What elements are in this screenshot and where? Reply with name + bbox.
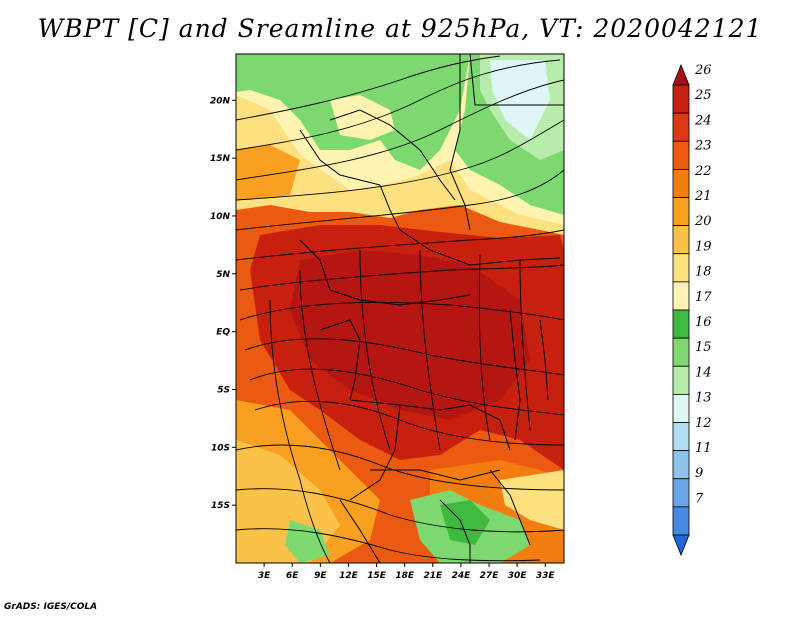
x-tick-label: 33E bbox=[536, 571, 556, 581]
colorbar-label: 21 bbox=[694, 189, 712, 204]
colorbar-label: 26 bbox=[694, 63, 712, 78]
colorbar-label: 23 bbox=[694, 139, 712, 154]
colorbar-label: 16 bbox=[695, 315, 712, 330]
colorbar-label: 14 bbox=[695, 365, 712, 380]
streamlines bbox=[236, 55, 564, 563]
colorbar-label: 12 bbox=[695, 416, 712, 431]
region-wbpt-18-patch bbox=[330, 95, 395, 140]
y-axis: 20N 15N 10N 5N EQ 5S 10S 15S bbox=[210, 96, 236, 511]
colorbar-swatch bbox=[672, 281, 690, 311]
x-tick-label: 21E bbox=[423, 571, 443, 581]
region-wbpt-26 bbox=[290, 250, 530, 420]
colorbar-swatch bbox=[672, 365, 690, 395]
region-wbpt-19-se bbox=[500, 470, 564, 530]
colorbar-swatch bbox=[672, 168, 690, 198]
x-tick-label: 3E bbox=[258, 571, 271, 581]
y-tick-label: EQ bbox=[216, 328, 230, 338]
x-tick-label: 30E bbox=[508, 571, 528, 581]
colorbar-swatch bbox=[672, 506, 690, 536]
region-wbpt-14 bbox=[490, 60, 550, 140]
colorbar-swatch bbox=[672, 112, 690, 142]
y-tick-label: 15N bbox=[210, 154, 231, 164]
colorbar-swatch bbox=[672, 393, 690, 423]
region-wbpt-21 bbox=[236, 145, 300, 200]
y-tick-label: 10S bbox=[211, 443, 230, 453]
colorbar-swatch bbox=[672, 253, 690, 283]
map-frame bbox=[235, 53, 565, 564]
colorbar-label: 18 bbox=[695, 265, 712, 280]
y-tick-label: 5S bbox=[217, 385, 230, 395]
colorbar-label: 22 bbox=[694, 164, 712, 179]
country-borders bbox=[299, 54, 564, 563]
colorbar-label: 24 bbox=[694, 113, 712, 128]
colorbar-swatch bbox=[672, 478, 690, 508]
x-tick-label: 24E bbox=[452, 571, 472, 581]
x-axis: 3E 6E 9E 12E 15E 18E 21E 24E 27E 30E 33E bbox=[258, 563, 556, 581]
colorbar-swatch bbox=[672, 450, 690, 480]
x-tick-label: 12E bbox=[339, 571, 359, 581]
y-tick-label: 15S bbox=[211, 501, 230, 511]
x-tick-label: 18E bbox=[395, 571, 415, 581]
colorbar-swatch bbox=[672, 140, 690, 170]
colorbar-top-arrow bbox=[672, 63, 690, 86]
chart-title: WBPT [C] and Sreamline at 925hPa, VT: 20… bbox=[37, 14, 763, 43]
colorbar-label: 25 bbox=[694, 88, 712, 103]
region-wbpt-16-sw bbox=[285, 520, 330, 563]
x-tick-label: 15E bbox=[367, 571, 387, 581]
colorbar-swatch bbox=[672, 197, 690, 227]
x-tick-label: 27E bbox=[480, 571, 500, 581]
credit-text: GrADS: IGES/COLA bbox=[4, 602, 98, 612]
colorbar-label: 7 bbox=[695, 491, 704, 506]
colorbar-label: 13 bbox=[695, 391, 712, 406]
colorbar-swatch bbox=[672, 225, 690, 255]
colorbar-swatch bbox=[672, 309, 690, 339]
colorbar-label: 9 bbox=[695, 466, 703, 481]
colorbar-swatch bbox=[672, 337, 690, 367]
x-tick-label: 9E bbox=[314, 571, 327, 581]
colorbar-swatch bbox=[672, 422, 690, 452]
colorbar-label: 17 bbox=[695, 290, 712, 305]
colorbar-swatch bbox=[672, 84, 690, 114]
colorbar-bottom-arrow bbox=[672, 534, 690, 557]
y-tick-label: 10N bbox=[210, 212, 231, 222]
colorbar: 26 25 24 23 22 21 20 19 18 17 16 15 14 13 12 11 9 7 bbox=[672, 63, 712, 557]
colorbar-label: 19 bbox=[695, 239, 712, 254]
colorbar-label: 15 bbox=[695, 340, 712, 355]
colorbar-label: 20 bbox=[694, 214, 712, 229]
y-tick-label: 20N bbox=[210, 96, 231, 106]
y-tick-label: 5N bbox=[216, 270, 230, 280]
region-wbpt-17-south bbox=[440, 500, 490, 545]
x-tick-label: 6E bbox=[286, 571, 299, 581]
colorbar-label: 11 bbox=[695, 441, 712, 456]
